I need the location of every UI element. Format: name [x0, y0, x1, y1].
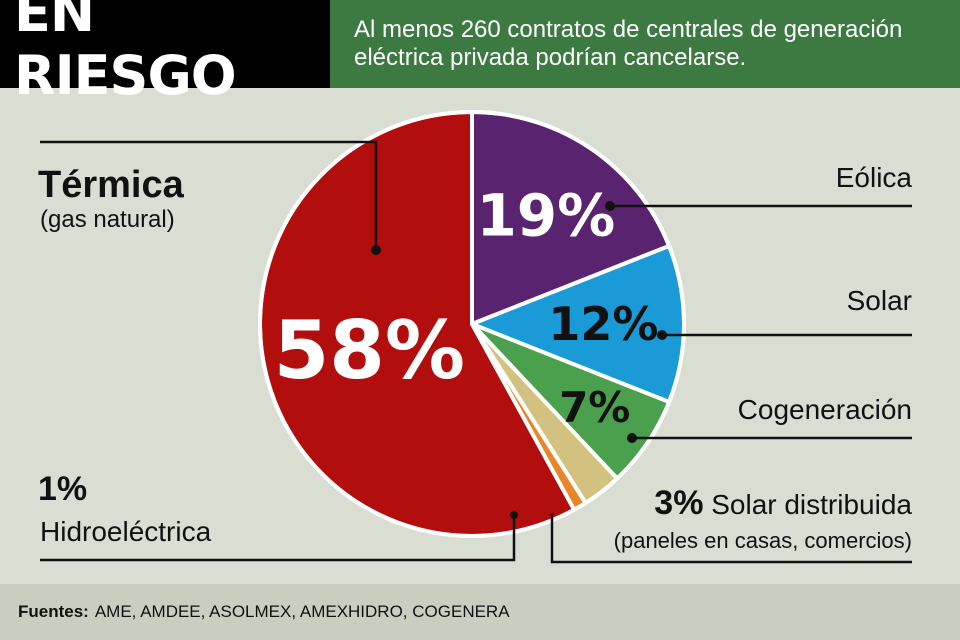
pie-chart: 19% 12% 7% 58%	[40, 110, 912, 564]
solar-distribuida-pct: 3%	[654, 484, 704, 522]
header: EN RIESGO Al menos 260 contratos de cent…	[0, 0, 960, 107]
solar-distribuida-sublabel: (paneles en casas, comercios)	[613, 528, 912, 553]
hidroelectrica-pct: 1%	[38, 470, 88, 508]
title-text: EN RIESGO	[14, 0, 237, 107]
pie-label-eolica: 19%	[476, 181, 615, 249]
footer-sources: AME, AMDEE, ASOLMEX, AMEXHIDRO, COGENERA	[94, 602, 510, 621]
hidroelectrica-label: Hidroeléctrica	[40, 516, 212, 547]
pie-label-cogeneracion: 7%	[559, 383, 630, 432]
pie-label-solar: 12%	[548, 297, 658, 351]
dot-termica	[371, 245, 381, 255]
eolica-label: Eólica	[835, 162, 912, 193]
dot-solar	[657, 330, 667, 340]
dot-hidroelectrica	[510, 511, 518, 519]
cogeneracion-label: Cogeneración	[737, 394, 912, 425]
dot-eolica	[605, 201, 615, 211]
footer-label: Fuentes:	[18, 602, 89, 621]
subtitle-line-2: eléctrica privada podrían cancelarse.	[354, 44, 747, 71]
title: EN RIESGO	[0, 0, 330, 107]
termica-label: Térmica	[38, 164, 184, 206]
leader-hidroelectrica	[40, 515, 516, 562]
solar-distribuida-label: 3% Solar distribuida	[654, 484, 912, 523]
subtitle: Al menos 260 contratos de centrales de g…	[330, 0, 960, 88]
leader-termica	[40, 140, 378, 250]
leader-solar-distribuida	[550, 513, 912, 564]
solar-distribuida-name: Solar distribuida	[711, 489, 912, 520]
subtitle-line-1: Al menos 260 contratos de centrales de g…	[354, 16, 903, 43]
solar-label: Solar	[846, 285, 912, 316]
dot-cogeneracion	[627, 433, 637, 443]
termica-sublabel: (gas natural)	[40, 206, 175, 233]
pie-label-termica: 58%	[274, 304, 465, 397]
footer: Fuentes: AME, AMDEE, ASOLMEX, AMEXHIDRO,…	[0, 584, 960, 640]
pie-outline	[258, 110, 686, 538]
